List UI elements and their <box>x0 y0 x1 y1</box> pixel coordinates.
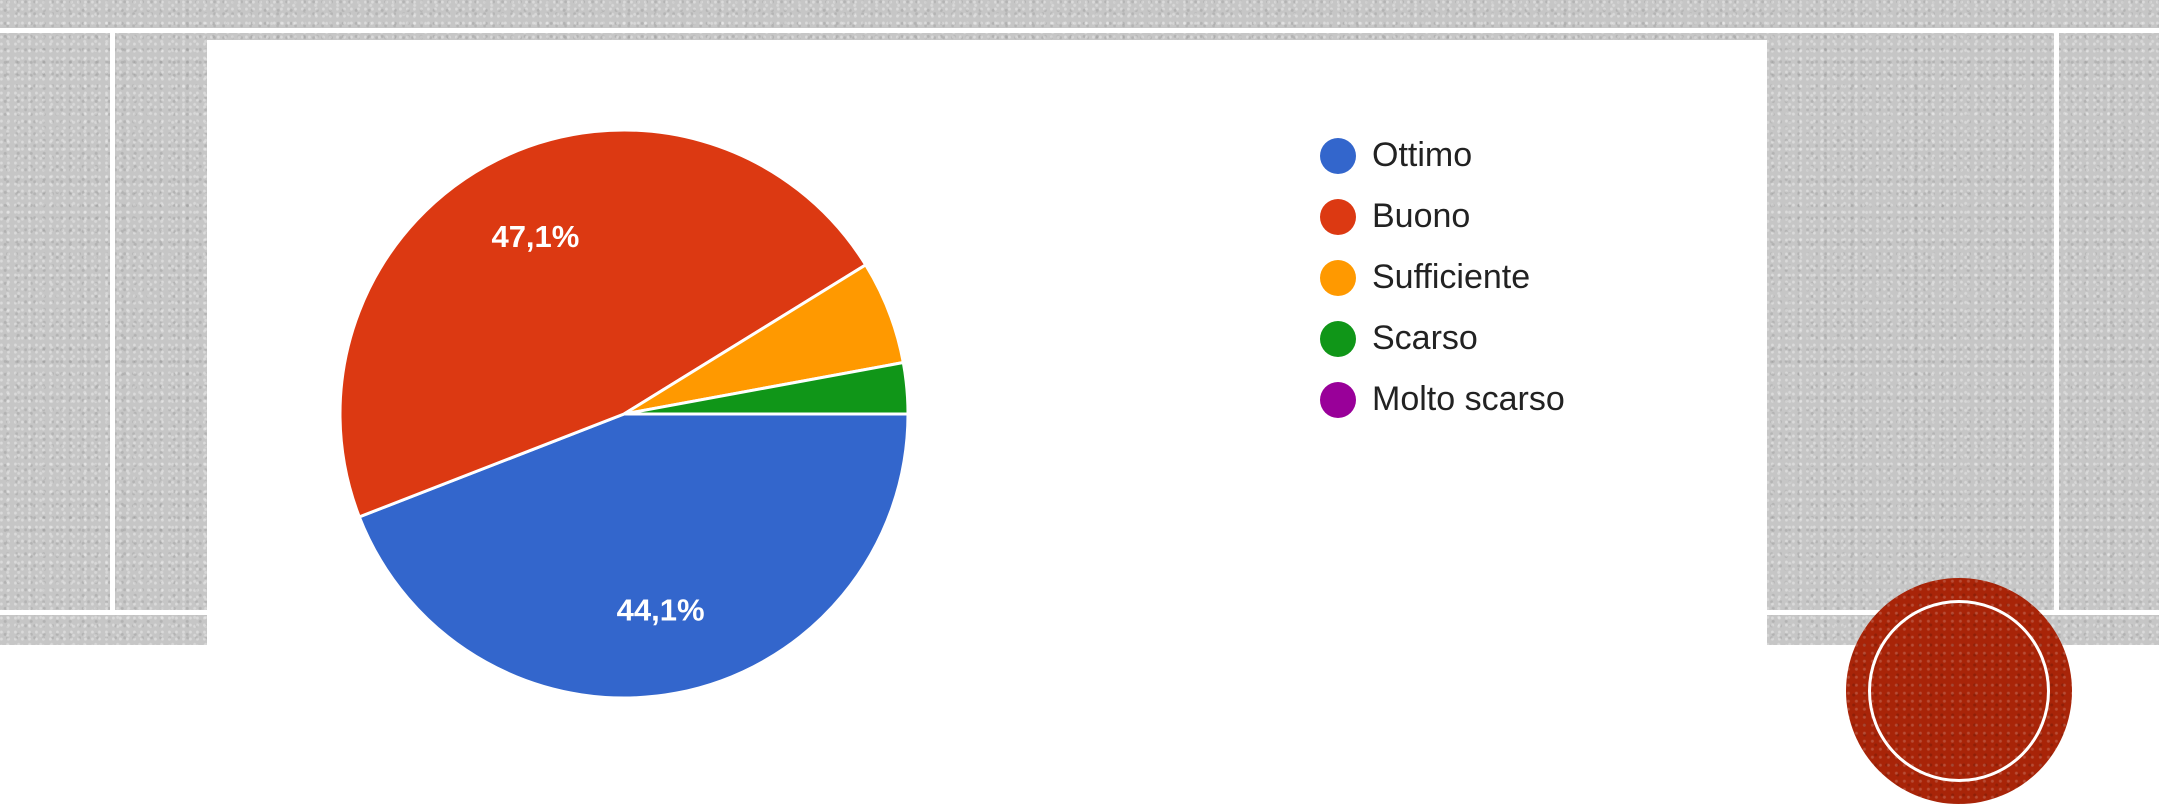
legend-label-scarso: Scarso <box>1372 319 1478 357</box>
legend-label-buono: Buono <box>1372 197 1471 235</box>
legend-item-ottimo: Ottimo <box>1320 125 1565 186</box>
legend-marker-buono <box>1320 198 1356 235</box>
chart-panel: 44,1% 47,1% Ottimo Buono Sufficiente Scarso M… <box>207 40 1767 803</box>
pie-slice-buono <box>338 128 868 519</box>
background-line-top <box>0 28 2159 33</box>
chart-legend: Ottimo Buono Sufficiente Scarso Molto scarso <box>1320 125 1565 430</box>
pie-slice-ottimo <box>357 412 910 700</box>
legend-marker-ottimo <box>1320 137 1356 174</box>
legend-item-scarso: Scarso <box>1320 308 1565 369</box>
badge-ring <box>1868 600 2050 782</box>
legend-item-sufficiente: Sufficiente <box>1320 247 1565 308</box>
legend-marker-scarso <box>1320 320 1356 357</box>
background-line-left <box>110 30 115 615</box>
decorative-badge-circle <box>1846 578 2072 804</box>
legend-marker-molto-scarso <box>1320 381 1356 418</box>
legend-label-molto-scarso: Molto scarso <box>1372 380 1565 418</box>
legend-label-ottimo: Ottimo <box>1372 136 1473 174</box>
background-line-right <box>2054 30 2059 615</box>
pie-chart: 44,1% 47,1% <box>338 128 910 700</box>
legend-item-buono: Buono <box>1320 186 1565 247</box>
legend-item-molto-scarso: Molto scarso <box>1320 369 1565 430</box>
slice-label-buono: 47,1% <box>491 219 579 254</box>
legend-marker-sufficiente <box>1320 259 1356 296</box>
slice-label-ottimo: 44,1% <box>617 592 705 627</box>
pie-slice-scarso <box>623 360 910 416</box>
legend-label-sufficiente: Sufficiente <box>1372 258 1531 296</box>
